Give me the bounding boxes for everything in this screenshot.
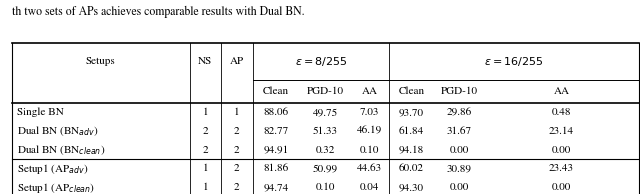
Text: Clean: Clean <box>399 86 424 96</box>
Text: 0.00: 0.00 <box>552 183 572 192</box>
Text: 50.99: 50.99 <box>312 164 338 173</box>
Text: th two sets of APs achieves comparable results with Dual BN.: th two sets of APs achieves comparable r… <box>12 6 304 18</box>
Text: 94.74: 94.74 <box>264 183 289 192</box>
Text: 82.77: 82.77 <box>264 126 289 136</box>
Text: 0.10: 0.10 <box>360 145 380 155</box>
Text: $\epsilon = 16/255$: $\epsilon = 16/255$ <box>484 55 543 68</box>
Text: 29.86: 29.86 <box>447 107 472 117</box>
Text: 0.00: 0.00 <box>449 183 469 192</box>
Text: 93.70: 93.70 <box>399 107 424 117</box>
Text: Dual BN (BN$_{clean}$): Dual BN (BN$_{clean}$) <box>17 143 105 157</box>
Text: 2: 2 <box>203 145 208 155</box>
Text: 23.43: 23.43 <box>549 164 574 173</box>
Text: 2: 2 <box>234 164 239 173</box>
Text: 46.19: 46.19 <box>357 126 383 136</box>
Text: 1: 1 <box>203 164 208 173</box>
Text: 49.75: 49.75 <box>312 107 338 117</box>
Text: 44.63: 44.63 <box>357 164 383 173</box>
Text: NS: NS <box>198 56 212 66</box>
Text: AA: AA <box>554 86 570 96</box>
Text: 1: 1 <box>203 107 208 117</box>
Text: Single BN: Single BN <box>17 107 63 117</box>
Text: 2: 2 <box>203 126 208 136</box>
Text: 94.18: 94.18 <box>399 145 424 155</box>
Text: Dual BN (BN$_{adv}$): Dual BN (BN$_{adv}$) <box>17 124 99 138</box>
Text: AA: AA <box>362 86 378 96</box>
Text: $\epsilon = 8/255$: $\epsilon = 8/255$ <box>295 55 347 68</box>
Text: Clean: Clean <box>263 86 289 96</box>
Text: 94.30: 94.30 <box>399 183 424 192</box>
Text: PGD-10: PGD-10 <box>307 86 344 96</box>
Text: PGD-10: PGD-10 <box>441 86 477 96</box>
Text: 0.00: 0.00 <box>449 145 469 155</box>
Text: 61.84: 61.84 <box>399 126 424 136</box>
Text: 2: 2 <box>234 126 239 136</box>
Text: 0.04: 0.04 <box>360 183 380 192</box>
Text: 0.32: 0.32 <box>316 145 335 155</box>
Text: Setup1 (AP$_{clean}$): Setup1 (AP$_{clean}$) <box>17 180 95 194</box>
Text: 60.02: 60.02 <box>399 164 424 173</box>
Text: 31.67: 31.67 <box>447 126 472 136</box>
Text: 2: 2 <box>234 145 239 155</box>
Text: 1: 1 <box>234 107 239 117</box>
Text: AP: AP <box>230 56 244 66</box>
Text: 0.00: 0.00 <box>552 145 572 155</box>
Text: 30.89: 30.89 <box>447 164 472 173</box>
Text: Setup1 (AP$_{adv}$): Setup1 (AP$_{adv}$) <box>17 162 88 176</box>
Text: 2: 2 <box>234 183 239 192</box>
Text: 7.03: 7.03 <box>360 107 380 117</box>
Text: 23.14: 23.14 <box>549 126 574 136</box>
Text: 0.48: 0.48 <box>552 107 572 117</box>
Text: 0.10: 0.10 <box>316 183 335 192</box>
Text: 94.91: 94.91 <box>264 145 289 155</box>
Text: 81.86: 81.86 <box>264 164 289 173</box>
Text: 1: 1 <box>203 183 208 192</box>
Text: 88.06: 88.06 <box>264 107 289 117</box>
Text: Setups: Setups <box>86 56 116 66</box>
Text: 51.33: 51.33 <box>312 126 338 136</box>
